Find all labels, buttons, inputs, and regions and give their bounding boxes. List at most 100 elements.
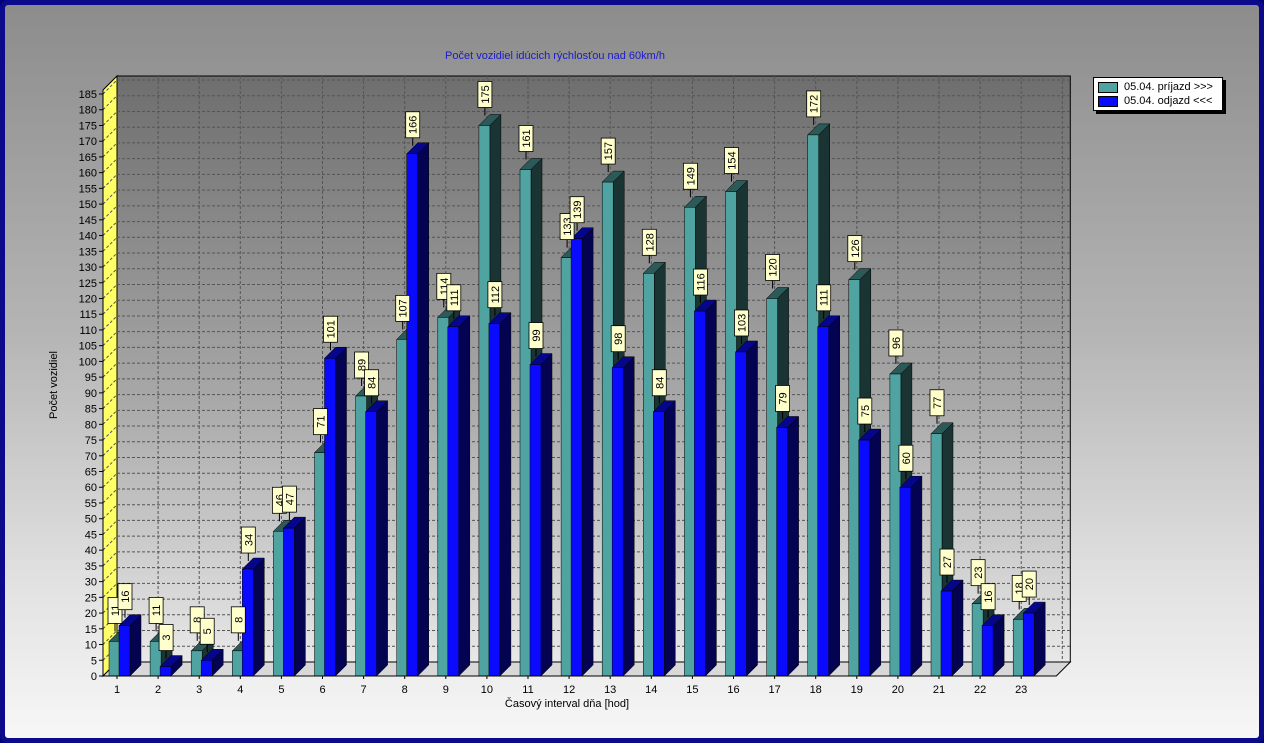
x-tick-label: 9 <box>443 684 449 696</box>
y-gridline-side <box>102 488 118 504</box>
y-tick-label: 150 <box>79 199 97 211</box>
data-label-arrival-2: 11 <box>151 605 163 616</box>
x-tick-label: 19 <box>851 684 863 696</box>
bar-departure-5 <box>282 516 307 677</box>
data-label-departure-13-box <box>610 325 626 353</box>
y-gridline-side <box>102 142 118 158</box>
y-tick-label: 160 <box>79 168 97 180</box>
data-label-departure-19: 75 <box>860 405 872 417</box>
bar-departure-7-side <box>376 400 388 677</box>
data-label-departure-3: 5 <box>202 628 214 634</box>
y-gridline-side <box>102 441 118 457</box>
y-gridline-side <box>102 362 118 378</box>
bar-departure-10 <box>488 312 512 677</box>
bar-departure-3 <box>200 648 224 677</box>
bar-departure-1-front <box>118 625 131 677</box>
bar-arrival-19-front <box>848 279 861 677</box>
bar-departure-4 <box>241 557 265 677</box>
data-label-departure-6: 101 <box>326 320 338 338</box>
x-tick-label: 18 <box>810 684 822 696</box>
bar-departure-14 <box>652 400 676 677</box>
data-label-arrival-7: 89 <box>357 359 369 371</box>
data-label-departure-1-box <box>117 583 133 611</box>
y-tick-label: 0 <box>91 671 97 683</box>
legend-swatch-departure <box>1098 95 1118 107</box>
y-tick-label: 90 <box>85 388 97 400</box>
bar-departure-20 <box>899 475 923 677</box>
data-label-departure-3-box <box>199 617 215 645</box>
bar-departure-13 <box>611 356 635 677</box>
y-tick-label: 20 <box>85 608 97 620</box>
x-tick-label: 1 <box>114 684 120 696</box>
x-tick-label: 23 <box>1015 684 1027 696</box>
bar-departure-5-front <box>283 527 295 677</box>
data-label-arrival-22-box <box>970 559 986 587</box>
data-label-arrival-16-box <box>724 147 739 174</box>
bar-departure-8 <box>406 142 430 677</box>
y-tick-label: 105 <box>79 341 97 353</box>
data-label-departure-5-box <box>281 485 297 513</box>
x-tick-label: 15 <box>686 684 698 696</box>
y-gridline-side <box>102 331 118 347</box>
legend: 05.04. príjazd >>> 05.04. odjazd <<< <box>1093 77 1223 111</box>
bar-departure-15-side <box>705 299 717 677</box>
x-tick-label: 2 <box>155 684 161 696</box>
y-tick-label: 115 <box>79 309 97 321</box>
x-tick-label: 22 <box>974 684 986 696</box>
data-label-arrival-11-box <box>518 125 534 152</box>
data-label-arrival-17: 120 <box>768 258 780 276</box>
data-label-arrival-21: 77 <box>932 397 944 409</box>
data-label-arrival-19: 126 <box>850 239 862 257</box>
data-label-departure-22-box <box>980 583 996 611</box>
y-gridline-side <box>102 174 118 189</box>
y-tick-label: 145 <box>79 215 97 227</box>
data-label-arrival-8: 107 <box>398 299 410 317</box>
y-tick-label: 65 <box>85 467 97 479</box>
bar-arrival-12-front <box>560 257 573 677</box>
bar-departure-22-front <box>981 625 994 677</box>
data-label-departure-15: 116 <box>695 273 707 291</box>
bar-departure-17 <box>775 415 800 677</box>
data-label-arrival-19-box <box>847 235 863 263</box>
bar-departure-1 <box>118 614 142 677</box>
y-tick-label: 155 <box>79 183 97 195</box>
data-label-arrival-8-box <box>395 294 411 322</box>
x-tick-label: 20 <box>892 684 904 696</box>
bar-departure-2-front <box>159 666 172 677</box>
bar-arrival-8-front <box>396 339 408 677</box>
bar-arrival-23-front <box>1012 619 1025 677</box>
data-label-arrival-6-box <box>313 408 328 436</box>
y-tick-label: 40 <box>85 545 97 557</box>
y-gridline-side <box>102 205 118 221</box>
data-label-arrival-22: 23 <box>973 567 985 579</box>
bar-departure-3-front <box>200 660 213 677</box>
y-gridline-side <box>102 284 118 299</box>
data-label-departure-16-box <box>734 309 749 337</box>
x-tick-label: 11 <box>522 684 533 696</box>
x-tick-label: 7 <box>361 684 367 696</box>
data-label-arrival-15: 149 <box>685 167 697 185</box>
bar-departure-11 <box>529 352 553 677</box>
data-label-departure-2-box <box>158 624 174 651</box>
x-tick-label: 8 <box>402 684 408 696</box>
data-label-departure-11: 99 <box>531 329 543 341</box>
bar-departure-12-front <box>570 238 583 677</box>
data-label-departure-6-box <box>323 315 338 343</box>
data-label-departure-7-box <box>364 369 380 397</box>
data-label-arrival-18-box <box>806 90 822 118</box>
bar-departure-9 <box>447 315 471 677</box>
bar-departure-6-front <box>324 358 336 677</box>
data-label-arrival-11: 161 <box>521 129 533 147</box>
bar-departure-19-side <box>869 428 882 677</box>
bar-departure-6-side <box>335 346 347 677</box>
bar-arrival-1-front <box>108 641 121 677</box>
x-tick-label: 21 <box>933 684 945 696</box>
bar-arrival-5-front <box>273 531 285 677</box>
legend-label-arrival: 05.04. príjazd >>> <box>1124 81 1213 93</box>
y-gridline-side <box>102 252 118 268</box>
data-label-departure-9: 111 <box>449 289 461 306</box>
bar-departure-16 <box>734 340 759 677</box>
y-gridline-side <box>102 472 118 488</box>
data-label-arrival-3: 8 <box>192 617 204 623</box>
